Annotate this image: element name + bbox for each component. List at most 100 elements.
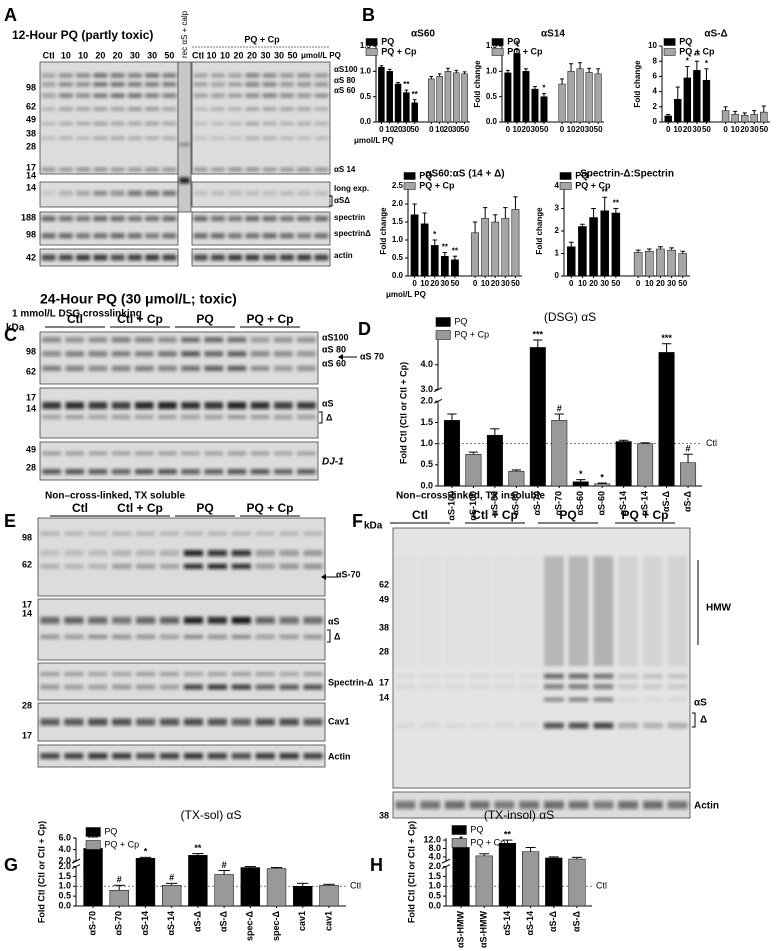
blot-band — [110, 136, 125, 140]
legend-swatch — [559, 182, 572, 190]
x-tick-label: 50 — [410, 125, 419, 134]
blot-band — [134, 451, 154, 456]
x-tick-label: 0 — [560, 125, 565, 134]
blot-band — [110, 168, 125, 172]
blot-band — [395, 556, 415, 666]
kda-marker: 62 — [22, 559, 32, 569]
x-tick-label: 0 — [569, 279, 574, 288]
blot-band — [58, 190, 73, 196]
blot-band — [231, 616, 251, 624]
blot-band — [181, 451, 200, 456]
blot-band — [245, 107, 260, 111]
lane-label: Ctl — [192, 50, 204, 60]
x-tick-label: spec-Δ — [271, 910, 281, 941]
blot-band — [162, 93, 177, 98]
y-tick-label: 0.5 — [360, 92, 372, 101]
blot-band — [245, 233, 260, 239]
blot-band — [207, 550, 227, 557]
kda-marker: 42 — [26, 252, 36, 262]
blot-band — [76, 82, 91, 87]
blot-band — [64, 684, 84, 690]
y-tick-label: 2.0 — [428, 861, 441, 871]
blot-band — [162, 233, 177, 239]
bar — [566, 246, 576, 277]
blot-band — [519, 673, 540, 679]
blot-band — [159, 634, 180, 639]
y-tick-label: 2.5 — [392, 181, 404, 190]
band-label: αS — [328, 616, 340, 626]
blot-band — [58, 168, 73, 172]
legend-swatch — [435, 330, 451, 340]
blot-band — [127, 107, 142, 111]
y-tick-label: 1.5 — [392, 217, 404, 226]
bar — [750, 114, 758, 123]
blot-band — [314, 190, 329, 196]
blot-band — [88, 563, 108, 569]
x-tick-label: 50 — [702, 125, 711, 134]
bar — [109, 889, 129, 907]
bar — [491, 221, 500, 277]
blot-bands — [42, 451, 316, 475]
legend-label: PQ — [679, 36, 692, 46]
bar — [188, 855, 208, 907]
blot-band — [262, 216, 277, 222]
kda-marker: 49 — [379, 594, 389, 604]
blot-band — [181, 337, 200, 343]
blot-strip — [37, 662, 326, 701]
bracket — [329, 195, 333, 207]
blot-band — [667, 556, 688, 667]
blot-band — [273, 415, 293, 419]
blot-band — [64, 753, 84, 759]
blot-band — [193, 107, 208, 111]
blot-band — [42, 351, 61, 357]
blot-band — [76, 233, 91, 239]
blot-strip — [392, 791, 691, 819]
blot-band — [112, 753, 132, 759]
blot-band — [642, 697, 663, 702]
blot-band — [231, 563, 251, 569]
blot-band — [297, 351, 316, 357]
kda-label: kDa — [6, 323, 25, 334]
x-tick-label: αS-14 — [502, 911, 512, 936]
x-tick-label: 30 — [452, 125, 461, 134]
blot-strip — [177, 61, 192, 213]
band-label: Actin — [328, 751, 351, 761]
blot-band — [255, 563, 275, 569]
y-tick-label: 12.0 — [423, 834, 441, 844]
blot-band — [64, 718, 84, 726]
blot-band — [111, 402, 131, 409]
blot-band — [127, 254, 142, 261]
blot-band — [179, 143, 190, 146]
bar — [440, 255, 449, 277]
bar — [611, 212, 621, 277]
blot-band — [297, 107, 312, 111]
blot-band — [136, 616, 156, 624]
blot-band — [145, 233, 160, 239]
blot-band — [93, 82, 108, 87]
blot-band — [262, 168, 277, 172]
blot-band — [255, 634, 275, 639]
blot-band — [110, 254, 125, 261]
kda-marker: 28 — [22, 700, 32, 710]
blot-band — [297, 365, 316, 371]
significance-label: * — [433, 230, 437, 239]
lane-label: Ctl — [43, 50, 55, 60]
blot-band — [420, 556, 440, 666]
y-tick-label: 10 — [648, 41, 657, 50]
bar — [240, 867, 261, 907]
blot-band — [618, 556, 639, 667]
blot-band — [543, 673, 564, 679]
blot-band — [227, 402, 247, 409]
blot-band — [420, 722, 441, 729]
kda-marker: 28 — [26, 462, 36, 472]
blot-band — [245, 122, 260, 126]
blot-band — [65, 365, 85, 371]
blot-band — [642, 556, 663, 667]
x-tick-label: αS-70 — [554, 491, 564, 516]
y-axis-label: Fold change — [379, 207, 388, 255]
blot-band — [279, 718, 299, 726]
significance-label: ** — [504, 829, 512, 839]
blot-band — [255, 684, 275, 690]
blot-band — [250, 337, 270, 343]
legend-label: PQ — [104, 826, 117, 836]
